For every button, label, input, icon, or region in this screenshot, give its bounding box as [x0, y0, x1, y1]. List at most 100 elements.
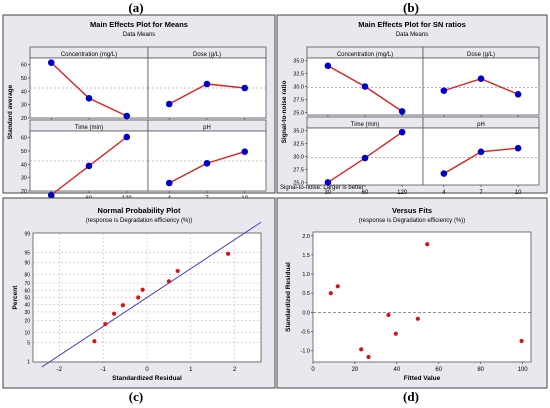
- data-point: [85, 162, 93, 170]
- y-axis-label: Standardized Residual: [285, 262, 292, 332]
- data-point: [165, 179, 173, 187]
- data-point: [361, 83, 369, 90]
- factor-label: Concentration (mg/L): [61, 52, 117, 58]
- x-tick-label: 80: [477, 367, 484, 373]
- factor-label: pH: [477, 122, 485, 128]
- plot-area: [312, 231, 532, 363]
- y-tick-label: 60: [21, 63, 27, 69]
- y-tick-label: -1.0: [301, 349, 310, 355]
- data-point: [123, 112, 131, 120]
- y-tick-label: 30.0: [293, 155, 304, 161]
- x-tick-label: 10: [515, 190, 522, 196]
- y-tick-label: 30: [21, 176, 27, 182]
- chart-title: Versus Fits: [392, 206, 432, 215]
- y-tick-label: 5: [27, 341, 30, 347]
- y-tick-label: 30: [21, 103, 27, 109]
- chart-title: Main Effects Plot for SN ratios: [358, 20, 466, 29]
- chart-subtitle: Data Means: [396, 32, 428, 38]
- y-tick-label: 40: [24, 302, 30, 308]
- y-tick-label: 40: [21, 162, 27, 168]
- caption-a: (a): [128, 0, 144, 15]
- x-tick-label: 20: [352, 367, 359, 373]
- data-point: [175, 268, 180, 274]
- data-point: [165, 100, 173, 108]
- data-point: [440, 170, 448, 177]
- y-tick-label: 25.0: [293, 180, 304, 186]
- data-point: [386, 312, 391, 318]
- factor-label: Dose (g/L): [193, 52, 221, 58]
- y-tick-label: 40: [21, 89, 27, 95]
- y-axis-label: Percent: [12, 285, 19, 310]
- x-tick-label: -2: [57, 367, 63, 373]
- data-point: [393, 331, 398, 336]
- x-tick-label: 2: [233, 367, 237, 373]
- x-tick-label: 120: [397, 190, 408, 196]
- x-tick-label: 0: [145, 367, 149, 373]
- x-tick-label: 0: [311, 367, 315, 373]
- subplot-area: [29, 57, 149, 119]
- data-point: [241, 148, 249, 155]
- y-tick-label: 90: [24, 260, 30, 266]
- y-tick-label: -0.5: [301, 329, 310, 335]
- x-tick-label: 40: [394, 367, 401, 373]
- chart-subtitle: Data Means: [123, 32, 155, 38]
- x-tick-label: 60: [362, 190, 369, 196]
- y-tick-label: 0.0: [302, 310, 310, 316]
- factor-label: Dose (g/L): [467, 52, 495, 58]
- y-tick-label: 30: [24, 310, 30, 316]
- y-tick-label: 32.5: [293, 72, 304, 78]
- y-tick-label: 35.0: [293, 129, 304, 135]
- data-point: [519, 338, 524, 344]
- data-point: [328, 291, 333, 296]
- factor-label: Concentration (mg/L): [337, 52, 393, 58]
- subplot-area: [422, 57, 540, 116]
- x-tick-label: 100: [518, 367, 529, 373]
- data-point: [440, 87, 448, 94]
- x-tick-label: 60: [435, 367, 442, 373]
- factor-label: pH: [203, 125, 211, 131]
- y-tick-label: 20: [21, 116, 27, 122]
- y-tick-label: 10: [24, 331, 30, 337]
- x-tick-label: 30: [325, 190, 332, 196]
- chart-subtitle: (response is Degradation efficiency (%)): [359, 218, 466, 224]
- y-tick-label: 99: [24, 232, 30, 238]
- data-point: [398, 108, 406, 115]
- fit-line: [41, 221, 262, 368]
- x-tick-label: 7: [479, 190, 483, 196]
- y-tick-label: 2.0: [302, 234, 310, 240]
- data-point: [203, 159, 211, 167]
- data-point: [120, 303, 125, 308]
- y-tick-label: 50: [24, 296, 30, 302]
- x-axis-label: Fitted Value: [404, 375, 441, 382]
- y-tick-label: 32.5: [293, 142, 304, 148]
- y-tick-label: 60: [21, 136, 27, 142]
- chart-subtitle: (response is Degradation efficiency (%)): [86, 218, 193, 224]
- data-point: [477, 75, 485, 83]
- y-tick-label: 1: [27, 359, 30, 365]
- data-point: [425, 242, 430, 247]
- y-tick-label: 95: [24, 250, 30, 256]
- data-point: [140, 287, 145, 292]
- data-point: [103, 321, 108, 327]
- data-point: [359, 347, 364, 352]
- y-tick-label: 27.5: [293, 97, 304, 103]
- data-point: [477, 148, 485, 156]
- data-point: [398, 128, 406, 136]
- data-point: [166, 279, 172, 284]
- data-point: [123, 133, 131, 141]
- y-tick-label: 50: [21, 149, 27, 155]
- x-tick-label: -1: [100, 367, 106, 373]
- caption-b: (b): [403, 0, 419, 15]
- footnote: Signal-to-noise: Larger is better: [280, 185, 364, 191]
- y-tick-label: 80: [24, 272, 30, 278]
- factor-label: Time (min): [75, 125, 103, 131]
- y-tick-label: 20: [21, 189, 27, 195]
- chart-title: Main Effects Plot for Means: [90, 20, 188, 29]
- y-tick-label: 0.5: [302, 291, 310, 297]
- y-tick-label: 35.0: [293, 59, 304, 65]
- data-point: [47, 59, 55, 66]
- data-point: [415, 316, 420, 321]
- chart-title: Normal Probability Plot: [98, 206, 181, 215]
- data-point: [92, 339, 97, 344]
